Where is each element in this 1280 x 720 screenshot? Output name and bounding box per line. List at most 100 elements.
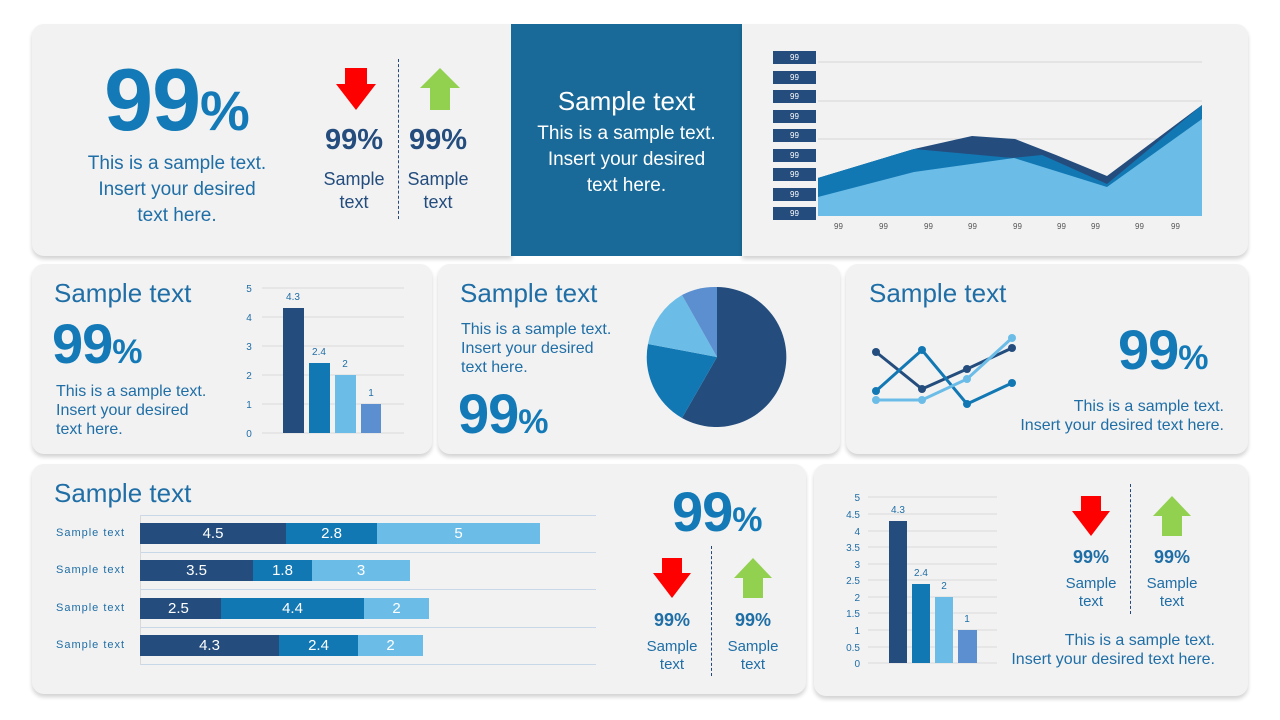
svg-text:1.5: 1.5: [846, 609, 860, 620]
y-tick: 99: [773, 51, 816, 64]
bar-segment: 2.8: [286, 523, 377, 544]
bar-segment: 4.5: [140, 523, 286, 544]
divider: [398, 59, 399, 219]
svg-text:3: 3: [854, 560, 860, 571]
down-value: 99%: [324, 124, 384, 156]
svg-text:4.3: 4.3: [891, 505, 905, 516]
down-value: 99%: [653, 610, 691, 630]
bar-segment: 5: [377, 523, 540, 544]
card-title: Sample text: [460, 278, 598, 308]
svg-text:0: 0: [246, 429, 252, 440]
gridline: [140, 664, 596, 665]
y-tick: 99: [773, 129, 816, 142]
feature-panel: Sample text This is a sample text. Inser…: [511, 24, 742, 256]
bar-segment: 2: [364, 598, 429, 619]
y-tick: 99: [773, 109, 816, 123]
bar-segment: 1.8: [253, 560, 312, 581]
bar-row: 3.5 1.8 3: [140, 560, 410, 581]
y-axis-labels: 99 99 99 99 99 99 99 99 99: [773, 51, 816, 227]
kpi-big-value: 99%: [1118, 318, 1209, 381]
up-value: 99%: [408, 124, 468, 156]
x-tick: 99: [1171, 222, 1180, 231]
svg-text:1: 1: [368, 388, 374, 399]
line-chart-card: Sample text 99% This is a sample text. I…: [846, 264, 1248, 454]
up-arrow-icon: [733, 558, 773, 598]
svg-text:1: 1: [964, 614, 970, 625]
feature-body: This is a sample text. Insert your desir…: [537, 123, 716, 196]
x-tick: 99: [924, 222, 933, 231]
up-value: 99%: [734, 610, 772, 630]
down-arrow-icon: [1071, 496, 1111, 536]
y-tick: 99: [773, 70, 816, 84]
kpi-description: This is a sample text. Insert your desir…: [56, 383, 207, 438]
row-label: Sample text: [56, 639, 126, 651]
x-tick: 99: [834, 222, 843, 231]
y-tick: 99: [773, 207, 816, 220]
bar-segment: 2.5: [140, 598, 221, 619]
x-tick: 99: [879, 222, 888, 231]
svg-text:2.4: 2.4: [312, 347, 326, 358]
card-title: Sample text: [869, 278, 1007, 308]
x-tick: 99: [968, 222, 977, 231]
y-tick: 99: [773, 187, 816, 201]
stacked-bar-card: Sample text Sample text Sample text Samp…: [32, 464, 806, 694]
down-arrow-icon: [652, 558, 692, 598]
axis-line: [140, 515, 141, 665]
card-title: Sample text: [54, 478, 192, 508]
svg-text:5: 5: [854, 493, 860, 504]
gridline: [140, 589, 596, 590]
bar-row: 4.3 2.4 2: [140, 635, 423, 656]
up-label: Sample text: [407, 169, 469, 212]
svg-text:0.5: 0.5: [846, 643, 860, 654]
svg-text:4.5: 4.5: [846, 510, 860, 521]
svg-text:2: 2: [246, 371, 252, 382]
y-tick: 99: [773, 90, 816, 103]
svg-text:3.5: 3.5: [846, 543, 860, 554]
up-label: Sample text: [1146, 575, 1198, 610]
bar-segment: 2.4: [279, 635, 358, 656]
line-chart: [872, 334, 1016, 408]
divider: [711, 546, 712, 676]
kpi-description: This is a sample text. Insert your desir…: [461, 321, 612, 376]
svg-text:4: 4: [854, 527, 860, 538]
svg-text:4: 4: [246, 313, 252, 324]
down-label: Sample text: [323, 169, 385, 212]
kpi-big-value: 99%: [52, 312, 143, 375]
kpi-big-value: 99%: [104, 50, 250, 149]
feature-title: Sample text: [557, 86, 696, 116]
svg-text:4.3: 4.3: [286, 292, 300, 303]
down-value: 99%: [1072, 547, 1110, 567]
bar-chart-card: Sample text 99% This is a sample text. I…: [32, 264, 432, 454]
gridline: [140, 552, 596, 553]
svg-text:2.5: 2.5: [846, 576, 860, 587]
y-tick: 99: [773, 168, 816, 181]
pie-chart: [646, 286, 787, 427]
x-tick: 99: [1091, 222, 1100, 231]
svg-text:3: 3: [246, 342, 252, 353]
down-label: Sample text: [1065, 575, 1117, 610]
bar-chart-kpi-card: 5 4.5 4 3.5 3 2.5 2 1.5 1 0.5 0 4.3 2.4 2 1 99% S…: [814, 464, 1248, 696]
kpi-big-value: 99%: [458, 382, 549, 445]
bar-segment: 3.5: [140, 560, 253, 581]
bar-chart: 5 4.5 4 3.5 3 2.5 2 1.5 1 0.5 0 4.3 2.4 2 1: [846, 493, 997, 670]
up-value: 99%: [1153, 547, 1191, 567]
bar-row: 2.5 4.4 2: [140, 598, 429, 619]
down-arrow-icon: [334, 68, 378, 110]
svg-text:2.4: 2.4: [914, 568, 928, 579]
row-label: Sample text: [56, 564, 126, 576]
svg-text:1: 1: [854, 626, 860, 637]
area-chart-card: 99 99 99 99 99 99 99 99 99 99 99 99 99 9…: [742, 24, 1248, 256]
bar-chart: 5 4 3 2 1 0 4.3 2.4 2 1: [246, 284, 404, 440]
svg-text:2: 2: [854, 593, 860, 604]
bar-row: 4.5 2.8 5: [140, 523, 540, 544]
kpi-description: This is a sample text. Insert your desir…: [87, 153, 267, 226]
up-arrow-icon: [418, 68, 462, 110]
card-title: Sample text: [54, 278, 192, 308]
x-tick: 99: [1057, 222, 1066, 231]
row-label: Sample text: [56, 527, 126, 539]
x-tick: 99: [1135, 222, 1144, 231]
bar-segment: 3: [312, 560, 410, 581]
svg-text:5: 5: [246, 284, 252, 295]
kpi-big-value: 99%: [672, 480, 763, 543]
svg-text:2: 2: [941, 581, 947, 592]
